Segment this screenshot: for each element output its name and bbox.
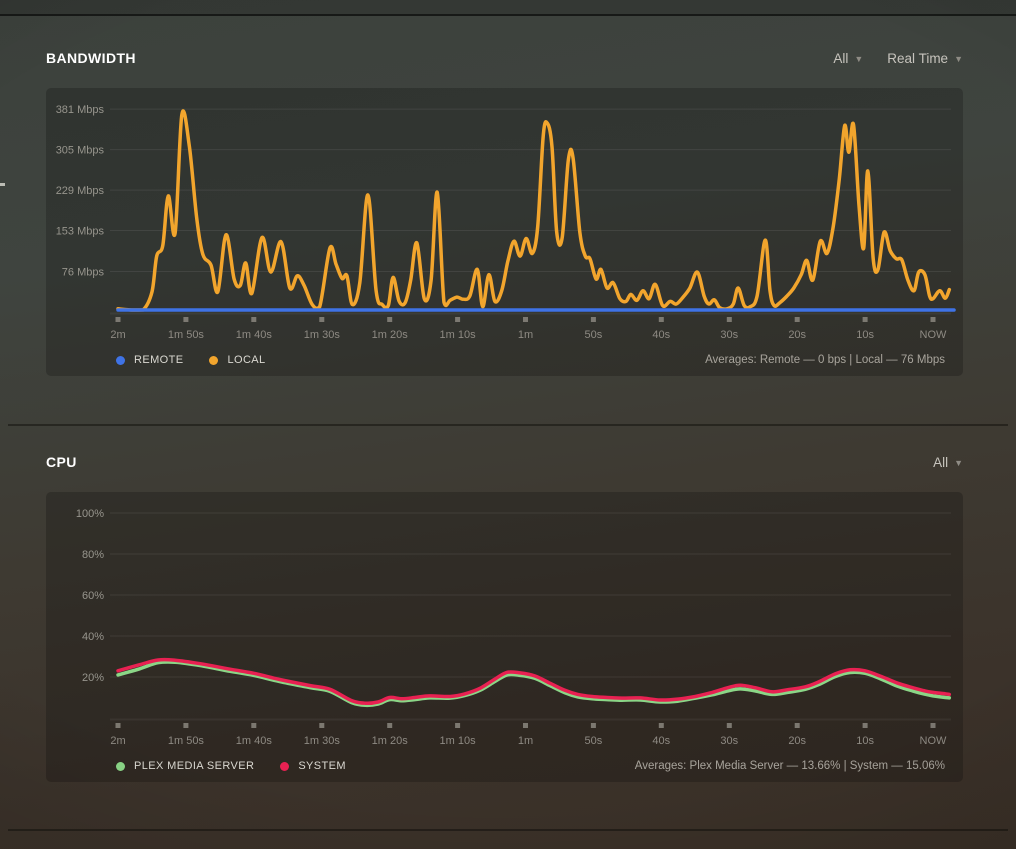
bandwidth-timerange-dropdown-label: Real Time [887,50,949,66]
bandwidth-timerange-dropdown[interactable]: Real Time ▼ [887,51,963,66]
svg-text:NOW: NOW [920,735,948,747]
svg-text:1m: 1m [518,329,533,341]
bandwidth-chart-panel: 76 Mbps 153 Mbps 229 Mbps 305 Mbps 381 Mbps 2… [46,88,963,376]
svg-text:40s: 40s [652,329,670,341]
svg-text:30s: 30s [720,735,738,747]
svg-text:1m 10s: 1m 10s [440,329,477,341]
cpu-source-dropdown-label: All [933,454,949,470]
cpu-header: CPU All ▼ [46,454,963,470]
svg-text:80%: 80% [82,549,104,561]
cpu-chart[interactable]: 20% 40% 60% 80% 100% 2m 1m 50s 1m 40s 1m 30s 1m 2… [46,492,963,752]
cpu-title: CPU [46,454,77,470]
legend-item-local[interactable]: LOCAL [209,354,265,366]
svg-text:2m: 2m [110,735,125,747]
bandwidth-filters: All ▼ Real Time ▼ [833,51,963,66]
bandwidth-title: BANDWIDTH [46,50,136,66]
chevron-down-icon: ▼ [954,53,963,64]
svg-text:NOW: NOW [920,329,948,341]
svg-text:153 Mbps: 153 Mbps [56,226,105,238]
svg-text:1m 30s: 1m 30s [304,735,341,747]
svg-text:1m: 1m [518,735,533,747]
legend-item-system[interactable]: SYSTEM [280,760,346,772]
section-divider [8,424,1008,426]
bandwidth-source-dropdown-label: All [833,50,849,66]
svg-text:1m 50s: 1m 50s [168,329,205,341]
svg-text:76 Mbps: 76 Mbps [62,267,105,279]
svg-text:20s: 20s [788,735,806,747]
svg-text:10s: 10s [856,329,874,341]
svg-text:1m 50s: 1m 50s [168,735,205,747]
system-legend-label: SYSTEM [298,760,346,772]
svg-text:60%: 60% [82,590,104,602]
plex-media-server-legend-dot-icon [116,761,125,771]
cpu-source-dropdown[interactable]: All ▼ [933,455,963,470]
svg-text:10s: 10s [856,735,874,747]
cpu-section: CPU All ▼ 20% 40% 60% 80% 100% 2m 1m 50s 1m 40s… [46,454,963,782]
svg-text:381 Mbps: 381 Mbps [56,104,105,116]
bandwidth-header: BANDWIDTH All ▼ Real Time ▼ [46,50,963,66]
svg-text:30s: 30s [720,329,738,341]
cpu-chart-footer: PLEX MEDIA SERVER SYSTEM Averages: Plex … [46,752,963,782]
svg-text:20%: 20% [82,672,104,684]
svg-text:1m 20s: 1m 20s [372,329,409,341]
bandwidth-legend: REMOTE LOCAL [116,354,266,366]
svg-text:20s: 20s [788,329,806,341]
svg-text:229 Mbps: 229 Mbps [56,185,105,197]
legend-item-remote[interactable]: REMOTE [116,354,183,366]
section-divider [8,829,1008,831]
svg-text:1m 30s: 1m 30s [304,329,341,341]
remote-legend-label: REMOTE [134,354,184,366]
bandwidth-averages: Averages: Remote — 0 bps | Local — 76 Mb… [705,354,945,366]
svg-text:1m 40s: 1m 40s [236,329,273,341]
bandwidth-chart-footer: REMOTE LOCAL Averages: Remote — 0 bps | … [46,346,963,376]
svg-text:50s: 50s [585,735,603,747]
bandwidth-source-dropdown[interactable]: All ▼ [833,51,863,66]
cpu-filters: All ▼ [933,455,963,470]
svg-text:40%: 40% [82,631,104,643]
chevron-down-icon: ▼ [854,53,864,64]
bandwidth-chart[interactable]: 76 Mbps 153 Mbps 229 Mbps 305 Mbps 381 Mbps 2… [46,88,963,346]
svg-text:1m 20s: 1m 20s [372,735,409,747]
previous-panel-edge [0,0,1016,16]
svg-text:305 Mbps: 305 Mbps [56,145,105,157]
cpu-legend: PLEX MEDIA SERVER SYSTEM [116,760,346,772]
svg-text:50s: 50s [585,329,603,341]
svg-text:1m 10s: 1m 10s [440,735,477,747]
local-legend-dot-icon [209,355,219,365]
system-legend-dot-icon [280,761,290,771]
svg-text:1m 40s: 1m 40s [236,735,273,747]
plex-media-server-legend-label: PLEX MEDIA SERVER [134,760,255,772]
remote-legend-dot-icon [116,355,125,365]
svg-text:100%: 100% [76,508,104,520]
local-legend-label: LOCAL [227,354,266,366]
cpu-chart-panel: 20% 40% 60% 80% 100% 2m 1m 50s 1m 40s 1m 30s 1m 2… [46,492,963,782]
cpu-averages: Averages: Plex Media Server — 13.66% | S… [634,760,945,772]
legend-item-plex-media-server[interactable]: PLEX MEDIA SERVER [116,760,254,772]
bandwidth-section: BANDWIDTH All ▼ Real Time ▼ 76 Mbps 153 M… [46,50,963,376]
chevron-down-icon: ▼ [954,457,963,468]
stray-cursor-artifact [0,183,5,186]
svg-text:40s: 40s [652,735,670,747]
svg-text:2m: 2m [110,329,125,341]
